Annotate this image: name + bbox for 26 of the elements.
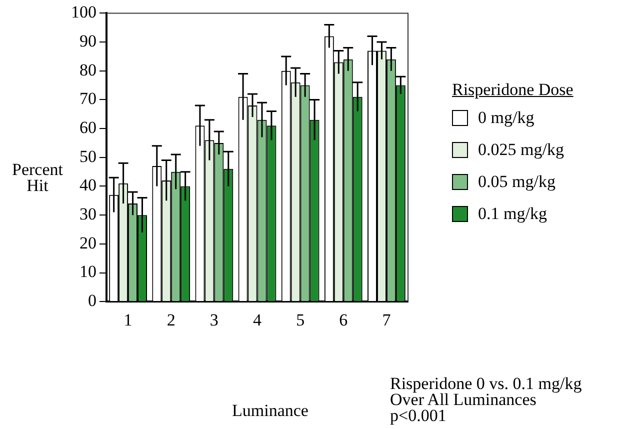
x-tick-label: 6 [339, 310, 348, 330]
y-tick-label: 100 [71, 2, 96, 22]
legend-label: 0.025 mg/kg [478, 140, 564, 160]
y-tick-label: 90 [80, 32, 96, 51]
text: Risperidone 0 vs. 0.1 mg/kg Over All Luminances p<0.001 [390, 374, 582, 425]
x-tick-label: 1 [124, 310, 132, 330]
y-tick-label: 80 [80, 60, 96, 80]
y-tick-label: 10 [80, 262, 96, 282]
x-tick-label: 3 [210, 310, 218, 330]
y-tick-label: 30 [80, 204, 96, 224]
y-tick-label: 40 [80, 176, 96, 195]
text: 0 mg/kg [478, 108, 534, 128]
x-tick-label: 5 [296, 310, 305, 330]
legend-label: 0.1 mg/kg [478, 204, 547, 224]
legend-title: Risperidone Dose [452, 80, 574, 100]
y-tick-label: 60 [80, 118, 96, 138]
x-tick-label: 7 [382, 310, 392, 330]
y-tick-label: 50 [80, 146, 96, 166]
y-axis-title: Percent Hit [12, 160, 63, 195]
x-tick-label: 4 [253, 310, 262, 330]
legend-label: 0.05 mg/kg [478, 172, 556, 192]
x-tick-label: 2 [166, 310, 176, 330]
y-tick-label: 0 [88, 291, 96, 310]
x-axis-title: Luminance [232, 401, 308, 420]
y-tick-label: 70 [80, 89, 96, 108]
y-tick-label: 20 [80, 233, 96, 252]
